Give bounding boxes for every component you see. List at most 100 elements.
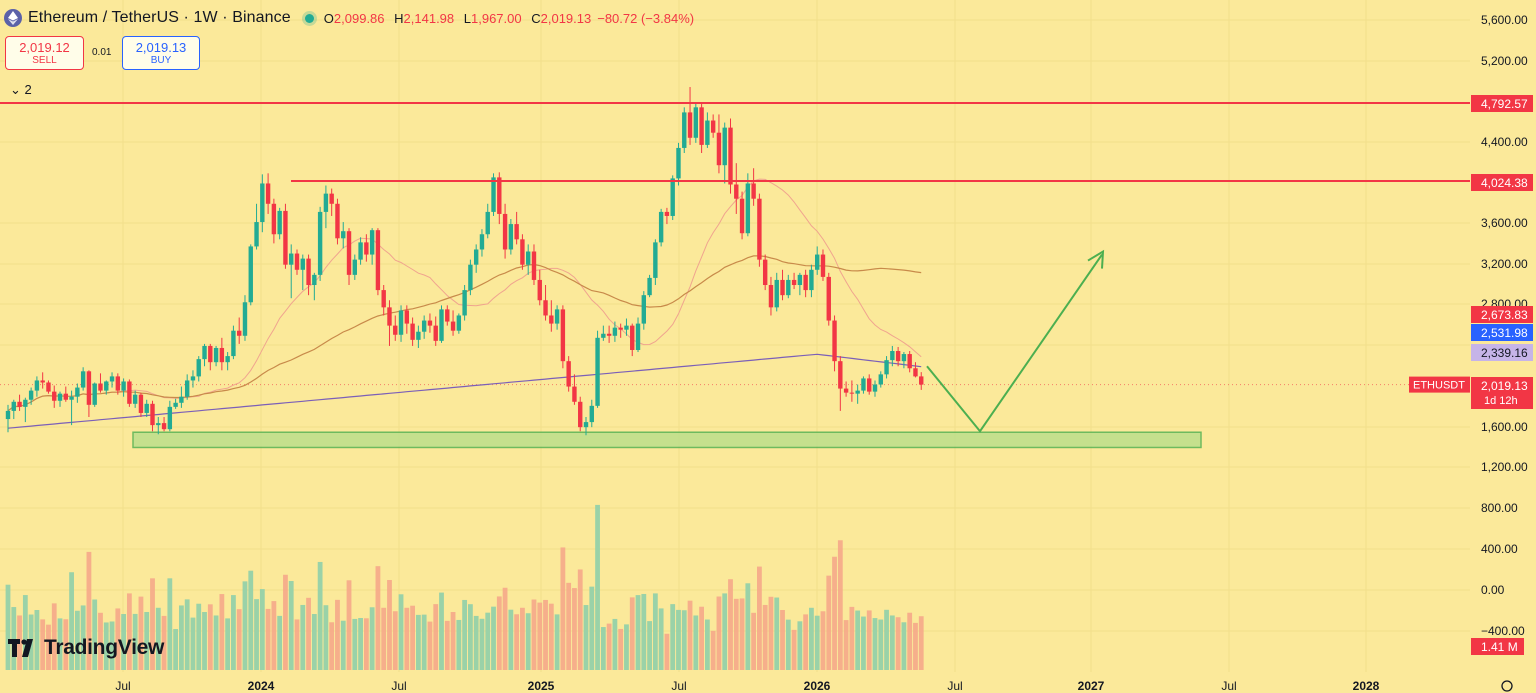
indicators-toggle[interactable]: ⌄ 2 (10, 82, 32, 97)
low-value: 1,967.00 (471, 10, 522, 26)
candle (127, 381, 132, 404)
candle (913, 368, 918, 377)
volume-bar (300, 604, 306, 670)
candle (514, 224, 519, 240)
candle (98, 383, 103, 391)
volume-bar (566, 582, 572, 670)
volume-bar (548, 603, 554, 670)
gear-icon[interactable] (1501, 680, 1513, 692)
volume-bar (762, 604, 768, 670)
volume-bar (433, 604, 439, 670)
candle (150, 403, 155, 426)
time-axis[interactable]: Jul 2024 Jul 2025 Jul 2026 Jul 2027 Jul 2028 (115, 679, 1513, 693)
volume-bar (236, 609, 242, 670)
resistance-lines[interactable] (0, 102, 1470, 182)
volume-bar (681, 610, 687, 670)
volume-bar (352, 618, 358, 670)
price-tick: 1,600.00 (1481, 420, 1528, 434)
candle (832, 320, 837, 362)
projection-arrow[interactable] (926, 249, 1105, 433)
candle (820, 254, 826, 277)
candle (138, 394, 144, 413)
candle (658, 211, 664, 243)
volume-bar (589, 586, 595, 670)
volume-bar (531, 599, 537, 670)
tradingview-logo[interactable]: TradingView (8, 636, 164, 660)
volume-bar (80, 605, 86, 670)
candle (86, 371, 92, 405)
time-tick: 2028 (1353, 679, 1380, 693)
candle (595, 337, 600, 406)
volume-bar (473, 615, 479, 670)
candle (531, 251, 537, 280)
candle (809, 269, 814, 291)
volume-bar (207, 604, 213, 670)
volume-bar (658, 608, 664, 670)
support-zone[interactable] (132, 431, 1202, 449)
buy-button[interactable]: 2,019.13 BUY (122, 36, 200, 70)
candle (294, 253, 300, 270)
volume-bar (265, 608, 271, 670)
volume-bar (889, 615, 895, 670)
candle (248, 246, 253, 303)
symbol-title[interactable]: Ethereum / TetherUS · 1W · Binance (28, 9, 291, 26)
candle (242, 302, 248, 336)
volume-bar (520, 607, 525, 670)
candle (583, 422, 589, 428)
price-axis-labels: 4,792.57 4,024.38 2,673.83 2,531.98 2,339.16… (1409, 95, 1533, 655)
volume-bar (884, 609, 889, 670)
candle (445, 309, 450, 322)
volume-bar (901, 622, 907, 670)
volume-tick: 400.00 (1481, 542, 1518, 556)
buy-price: 2,019.13 (135, 39, 187, 55)
volume-bar (895, 617, 901, 670)
candle (849, 392, 855, 394)
volume-bar (606, 623, 612, 670)
volume-bar (554, 614, 560, 670)
candle (624, 325, 629, 330)
candle (358, 242, 363, 260)
candle (699, 107, 704, 145)
price-label-bg (1471, 377, 1533, 409)
volume-bar (647, 621, 652, 670)
candle (265, 183, 271, 204)
candle (693, 107, 699, 138)
candle (404, 310, 410, 324)
candle (762, 259, 768, 286)
candle (80, 371, 86, 388)
volume-bar (161, 615, 167, 670)
volume-bar (317, 561, 323, 670)
volume-label: 1.41 M (1481, 640, 1518, 654)
sell-button[interactable]: 2,019.12 SELL (5, 36, 84, 70)
candle (289, 253, 294, 265)
volume-bar (51, 603, 57, 670)
support-zone-rect (132, 431, 1202, 449)
volume-bar (288, 580, 294, 670)
symbol-tag: ETHUSDT (1413, 380, 1465, 392)
volume-bar (369, 607, 375, 670)
candle (612, 327, 618, 336)
candle (502, 213, 508, 250)
candle (254, 222, 259, 247)
volume-bar (277, 615, 283, 670)
price-tick: 3,200.00 (1481, 257, 1528, 271)
volume-bar (757, 566, 762, 670)
ma50-line (7, 255, 922, 412)
volume-bar (462, 599, 468, 670)
volume-bar (115, 608, 121, 670)
volume-bar (439, 592, 444, 670)
candle (751, 183, 756, 199)
price-tick: 3,600.00 (1481, 216, 1528, 230)
candle (381, 290, 386, 308)
price-label-bg (1471, 344, 1533, 361)
volume-bar (387, 580, 392, 670)
volume-tick: 0.00 (1481, 583, 1505, 597)
volume-bar (242, 581, 248, 670)
volume-bar (340, 620, 346, 670)
volume-bar (254, 599, 259, 670)
high-value: 2,141.98 (403, 10, 455, 26)
candle (190, 376, 196, 381)
volume-bar (496, 596, 502, 670)
candle (606, 333, 612, 336)
